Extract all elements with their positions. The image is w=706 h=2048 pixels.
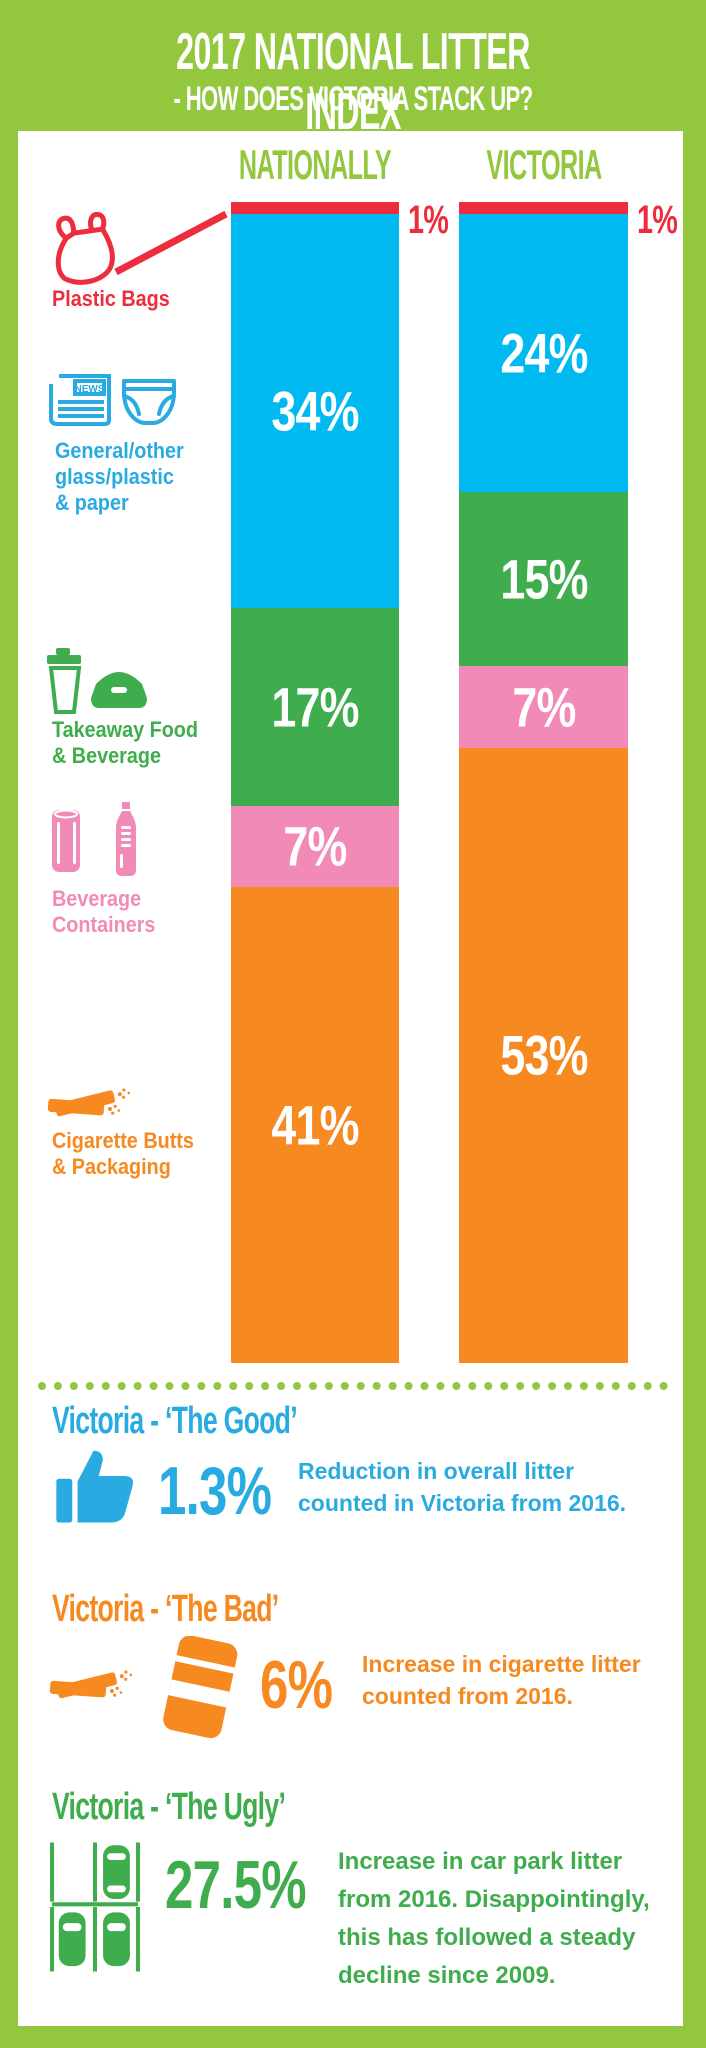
section-text-ugly: Increase in car park litter from 2016. D… bbox=[338, 1843, 650, 1995]
bar-value-label: 17% bbox=[271, 675, 359, 739]
legend-line: Cigarette Butts bbox=[52, 1128, 194, 1153]
bar-victoria-takeaway-food-beverage bbox=[459, 492, 628, 667]
bar-national-plastic-bags bbox=[231, 202, 399, 214]
bar-national-beverage-containers bbox=[231, 805, 399, 887]
legend-line: & paper bbox=[55, 490, 129, 515]
plastic-bags-pointer-line bbox=[114, 210, 228, 276]
page-title: 2017 NATIONAL LITTER INDEX bbox=[176, 23, 530, 141]
bar-value-label: 34% bbox=[271, 379, 359, 443]
plastic-bag-icon bbox=[55, 211, 115, 285]
legend-line: Plastic Bags bbox=[52, 286, 170, 311]
cigarette-pack-icon bbox=[163, 1636, 238, 1739]
drink-can-icon bbox=[52, 809, 80, 872]
takeaway-cup-icon bbox=[47, 648, 82, 714]
dotted-divider bbox=[38, 1382, 668, 1390]
bar-victoria-general-other-glass-plastic-paper bbox=[459, 213, 628, 493]
section-text-line: counted in Victoria from 2016. bbox=[298, 1490, 627, 1516]
section-heading-bad: Victoria - ‘The Bad’ bbox=[52, 1588, 279, 1630]
section-text-line: counted from 2016. bbox=[362, 1683, 573, 1709]
section-text-line: from 2016. Disappointingly, bbox=[338, 1886, 650, 1913]
section-text-line: this has followed a steady bbox=[338, 1924, 636, 1951]
cigarette-butts-icon bbox=[49, 1670, 133, 1699]
bar-victoria-cigarette-butts-packaging bbox=[459, 747, 628, 1363]
section-heading-ugly: Victoria - ‘The Ugly’ bbox=[52, 1786, 286, 1828]
section-text-line: Reduction in overall litter bbox=[298, 1458, 575, 1484]
column-header-victoria: VICTORIA bbox=[485, 141, 602, 188]
legend-label-cigarette: Cigarette Butts & Packaging bbox=[52, 1128, 194, 1180]
legend-label-general-other: General/other glass/plastic & paper bbox=[55, 438, 184, 516]
stat-good: 1.3% bbox=[158, 1453, 272, 1529]
food-container-icon bbox=[91, 672, 147, 708]
legend-line: Beverage bbox=[52, 886, 142, 911]
bar-value-label: 41% bbox=[271, 1093, 359, 1157]
bar-value-label: 7% bbox=[511, 675, 576, 739]
legend-line: Takeaway Food bbox=[52, 717, 198, 742]
stat-bad: 6% bbox=[260, 1647, 333, 1723]
legend-line: Containers bbox=[52, 912, 156, 937]
legend-line: & Beverage bbox=[52, 743, 161, 768]
bar-value-label-outside: 1% bbox=[637, 198, 678, 242]
column-header-nationally: NATIONALLY bbox=[238, 141, 392, 188]
legend-line: General/other bbox=[55, 438, 184, 463]
thumbs-up-icon bbox=[56, 1450, 134, 1523]
bottle-icon bbox=[116, 802, 136, 876]
bar-value-label: 15% bbox=[499, 547, 588, 611]
bar-value-label: 24% bbox=[499, 321, 588, 385]
bar-national-takeaway-food-beverage bbox=[231, 608, 399, 806]
cigarette-butts-icon bbox=[47, 1088, 131, 1117]
section-heading-good: Victoria - ‘The Good’ bbox=[52, 1400, 298, 1442]
legend-line: & Packaging bbox=[52, 1154, 171, 1179]
bar-victoria-plastic-bags bbox=[459, 202, 628, 214]
section-text-line: Increase in car park litter bbox=[338, 1848, 623, 1875]
car-park-icon bbox=[50, 1842, 140, 1972]
stat-ugly: 27.5% bbox=[165, 1847, 307, 1923]
bar-victoria-beverage-containers bbox=[459, 666, 628, 748]
legend-label-beverage: Beverage Containers bbox=[52, 886, 155, 938]
page-subtitle: - HOW DOES VICTORIA STACK UP? bbox=[173, 80, 534, 118]
section-text-line: Increase in cigarette litter bbox=[362, 1651, 641, 1677]
newspaper-icon: NEWS bbox=[49, 374, 111, 426]
legend-line: glass/plastic bbox=[55, 464, 174, 489]
newspaper-icon-text: NEWS bbox=[75, 384, 105, 395]
bar-value-label: 7% bbox=[283, 814, 347, 878]
bar-value-label: 53% bbox=[499, 1023, 588, 1087]
legend-label-takeaway: Takeaway Food & Beverage bbox=[52, 717, 198, 769]
bar-national-general-other-glass-plastic-paper bbox=[231, 213, 399, 609]
bar-national-cigarette-butts-packaging bbox=[231, 886, 399, 1363]
section-text-line: decline since 2009. bbox=[338, 1962, 556, 1989]
section-text-good: Reduction in overall litter counted in V… bbox=[298, 1455, 626, 1519]
bar-value-label-outside: 1% bbox=[408, 198, 449, 242]
legend-label-plastic-bags: Plastic Bags bbox=[52, 286, 170, 312]
nappy-icon bbox=[122, 379, 176, 425]
section-text-bad: Increase in cigarette litter counted fro… bbox=[362, 1648, 641, 1712]
